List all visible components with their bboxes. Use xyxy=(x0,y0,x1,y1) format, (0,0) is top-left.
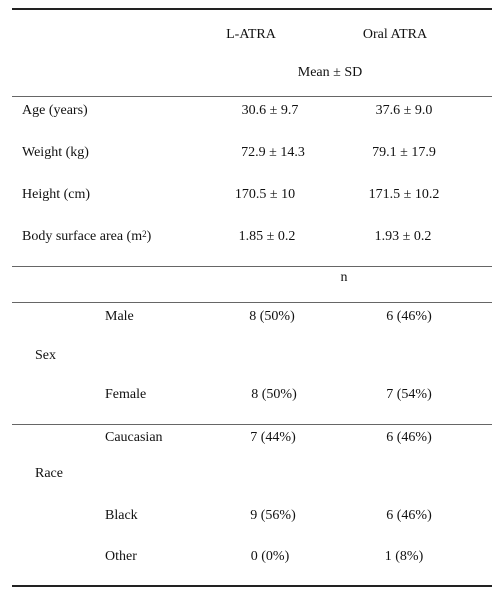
cell-female-latra: 8 (50%) xyxy=(251,387,297,402)
cell-height-oral: 171.5 ± 10.2 xyxy=(368,187,440,202)
cell-caucasian-latra: 7 (44%) xyxy=(250,430,296,445)
cell-black-latra: 9 (56%) xyxy=(250,508,296,523)
cell-age-oral: 37.6 ± 9.0 xyxy=(375,103,433,118)
cell-age-latra: 30.6 ± 9.7 xyxy=(241,103,299,118)
row-label-age: Age (years) xyxy=(22,103,88,118)
column-header-latra: L-ATRA xyxy=(226,27,276,42)
row-label-caucasian: Caucasian xyxy=(105,430,163,445)
cell-other-oral: 1 (8%) xyxy=(384,549,424,564)
continuous-section-rule xyxy=(12,266,492,267)
cell-male-oral: 6 (46%) xyxy=(386,309,432,324)
cell-bsa-oral: 1.93 ± 0.2 xyxy=(374,229,432,244)
row-label-height: Height (cm) xyxy=(22,187,91,202)
count-header-rule xyxy=(12,302,492,303)
cell-bsa-latra: 1.85 ± 0.2 xyxy=(238,229,296,244)
sex-section-rule xyxy=(12,424,492,425)
table-top-rule xyxy=(12,8,492,10)
row-label-other: Other xyxy=(105,549,137,564)
group-label-sex: Sex xyxy=(35,348,56,363)
cell-female-oral: 7 (54%) xyxy=(386,387,432,402)
group-label-race: Race xyxy=(35,466,63,481)
row-label-female: Female xyxy=(105,387,147,402)
table-bottom-rule xyxy=(12,585,492,587)
row-label-body-surface-area: Body surface area (m2) xyxy=(22,229,151,245)
cell-weight-latra: 72.9 ± 14.3 xyxy=(241,145,305,160)
cell-caucasian-oral: 6 (46%) xyxy=(386,430,432,445)
cell-height-latra: 170.5 ± 10 xyxy=(234,187,296,202)
row-label-black: Black xyxy=(105,508,138,523)
cell-other-latra: 0 (0%) xyxy=(250,549,290,564)
row-label-bsa-superscript: 2 xyxy=(142,229,147,239)
column-header-oral-atra: Oral ATRA xyxy=(362,27,428,42)
header-bottom-rule xyxy=(12,96,492,97)
stat-label-mean-sd: Mean ± SD xyxy=(297,65,363,80)
row-label-bsa-main: Body surface area (m xyxy=(22,229,143,244)
cell-male-latra: 8 (50%) xyxy=(249,309,295,324)
row-label-weight: Weight (kg) xyxy=(22,145,89,160)
row-label-male: Male xyxy=(105,309,134,324)
row-label-bsa-end: ) xyxy=(146,229,152,244)
count-header-n: n xyxy=(340,270,348,285)
cell-weight-oral: 79.1 ± 17.9 xyxy=(372,145,436,160)
cell-black-oral: 6 (46%) xyxy=(386,508,432,523)
